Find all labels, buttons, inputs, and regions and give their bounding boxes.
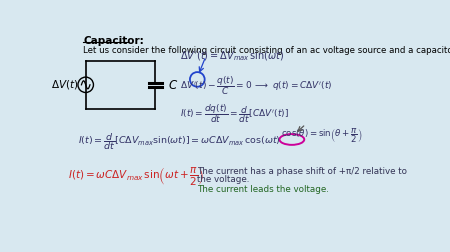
Text: $\Delta V'(t) - \dfrac{q(t)}{C} = 0 \;\longrightarrow\; q(t) = C\Delta V'(t)$: $\Delta V'(t) - \dfrac{q(t)}{C} = 0 \;\l… [180, 74, 333, 97]
Text: $I(t) = \dfrac{dq(t)}{dt} = \dfrac{d}{dt}\left[C\Delta V'(t)\right]$: $I(t) = \dfrac{dq(t)}{dt} = \dfrac{d}{dt… [180, 102, 289, 124]
Text: $I(t) = \omega C\Delta V_{max}\,\sin\!\left(\omega t + \dfrac{\pi}{2}\right)$: $I(t) = \omega C\Delta V_{max}\,\sin\!\l… [68, 165, 204, 186]
Text: The current leads the voltage.: The current leads the voltage. [197, 184, 329, 193]
Text: $\cos(\theta) = \sin\!\left(\theta + \dfrac{\pi}{2}\right)$: $\cos(\theta) = \sin\!\left(\theta + \df… [281, 126, 362, 145]
Text: $\Delta V(t)$: $\Delta V(t)$ [50, 77, 78, 90]
Text: Let us consider the following circuit consisting of an ac voltage source and a c: Let us consider the following circuit co… [83, 46, 450, 54]
Text: the voltage.: the voltage. [197, 174, 250, 183]
Text: Capacitor:: Capacitor: [83, 36, 144, 46]
Text: The current has a phase shift of +π/2 relative to: The current has a phase shift of +π/2 re… [197, 166, 407, 175]
Text: $\Delta V'(t) = \Delta V_{max}\,\sin(\omega t)$: $\Delta V'(t) = \Delta V_{max}\,\sin(\om… [180, 49, 285, 63]
Text: $I(t) = \dfrac{d}{dt}\left[C\Delta V_{max}\sin(\omega t)\right] = \omega C\Delta: $I(t) = \dfrac{d}{dt}\left[C\Delta V_{ma… [78, 131, 281, 152]
Text: $C$: $C$ [168, 79, 178, 92]
